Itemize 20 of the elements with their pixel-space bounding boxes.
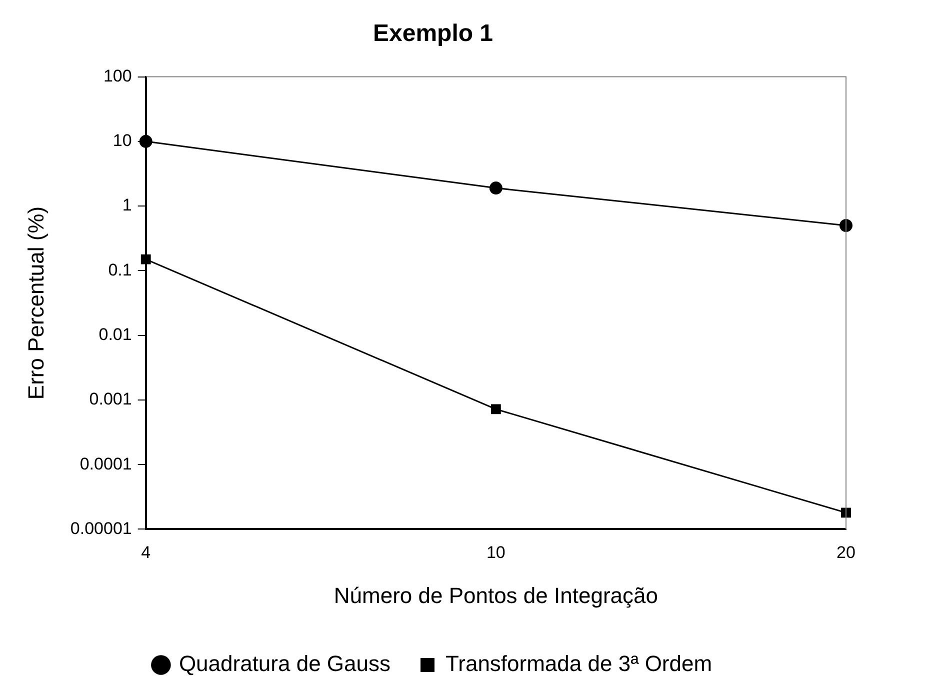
y-tick-label: 1 xyxy=(122,196,132,215)
y-tick-label: 100 xyxy=(103,66,132,86)
y-tick-label: 0.01 xyxy=(98,325,132,344)
point xyxy=(490,404,501,414)
x-tick-label: 4 xyxy=(141,543,151,562)
y-tick-label: 0.0001 xyxy=(80,454,132,474)
x-axis-title: Número de Pontos de Integração xyxy=(334,582,658,608)
point xyxy=(140,254,151,264)
y-tick-label: 0.001 xyxy=(89,390,132,409)
x-tick-label: 10 xyxy=(486,543,506,562)
legend-label: Transformada de 3ª Ordem xyxy=(446,651,712,676)
y-tick-label: 0.00001 xyxy=(70,518,132,538)
y-tick-label: 10 xyxy=(112,131,132,150)
y-tick-label: 0.1 xyxy=(108,260,132,280)
point xyxy=(489,182,502,195)
y-axis-title: Erro Percentual (%) xyxy=(23,206,48,400)
point xyxy=(840,219,852,232)
legend-label: Quadratura de Gauss xyxy=(178,651,391,676)
chart-title: Exemplo 1 xyxy=(372,20,494,48)
x-tick-label: 20 xyxy=(836,543,856,562)
